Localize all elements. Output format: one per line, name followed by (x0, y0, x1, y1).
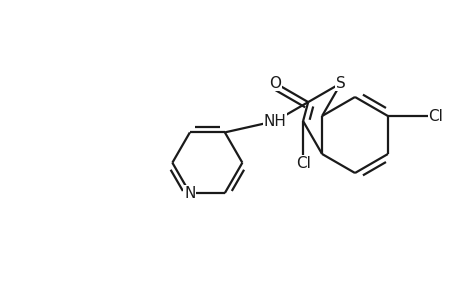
Text: N: N (184, 185, 195, 200)
Text: S: S (336, 76, 345, 91)
Text: O: O (269, 76, 280, 91)
Text: NH: NH (263, 114, 286, 129)
Text: Cl: Cl (295, 156, 310, 171)
Text: Cl: Cl (427, 109, 442, 124)
